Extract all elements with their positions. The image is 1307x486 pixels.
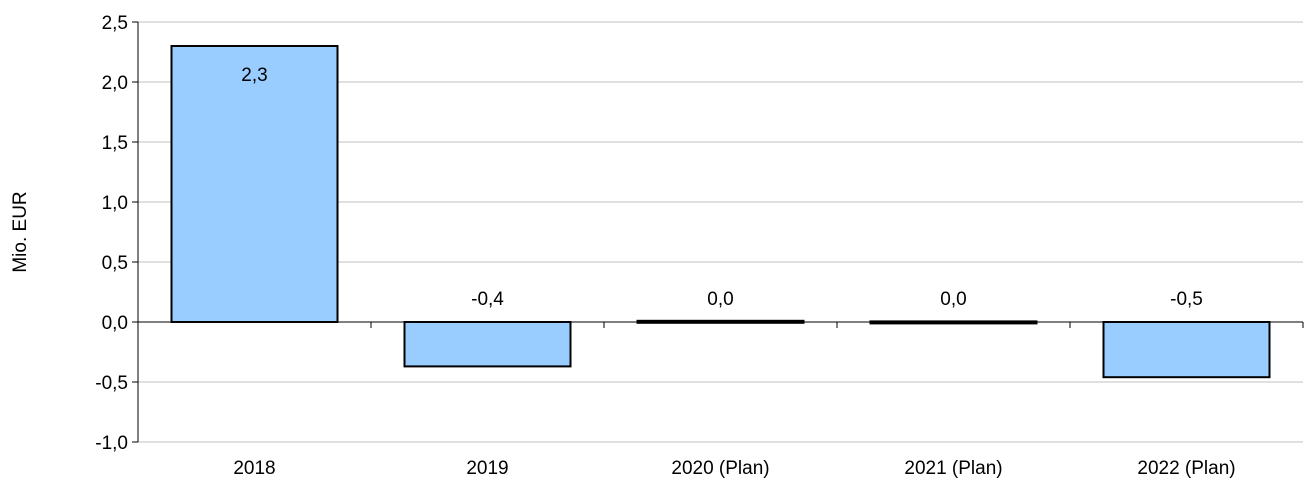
- data-label: 0,0: [707, 289, 733, 310]
- bar-2018: [170, 45, 339, 323]
- y-tick-label: 0,0: [102, 313, 128, 334]
- y-axis: 2,5 2,0 1,5 1,0 0,5 0,0 -0,5 -1,0: [95, 13, 139, 454]
- data-label: -0,5: [1170, 289, 1203, 310]
- x-axis: 2018 2019 2020 (Plan) 2021 (Plan) 2022 (Plan…: [137, 321, 1304, 479]
- x-tick-label: 2021 (Plan): [904, 458, 1002, 479]
- bars: [170, 45, 1271, 379]
- bar-2019: [403, 321, 572, 368]
- y-tick-label: 1,0: [102, 193, 128, 214]
- data-label: -0,4: [471, 289, 504, 310]
- y-tick-label: 2,5: [102, 13, 128, 34]
- data-labels: 2,3 -0,4 0,0 0,0 -0,5: [241, 65, 1203, 310]
- y-tick-label: 1,5: [102, 133, 128, 154]
- bar-2022 (Plan): [1102, 321, 1271, 379]
- x-tick-label: 2020 (Plan): [671, 458, 769, 479]
- y-tick-label: -0,5: [95, 373, 128, 394]
- y-axis-title: Mio. EUR: [10, 191, 31, 272]
- y-tick-label: 2,0: [102, 73, 128, 94]
- x-tick-label: 2022 (Plan): [1137, 458, 1235, 479]
- x-tick-label: 2019: [466, 458, 508, 479]
- y-tick-label: 0,5: [102, 253, 128, 274]
- data-label: 2,3: [241, 65, 267, 86]
- data-label: 0,0: [940, 289, 966, 310]
- x-tick-label: 2018: [233, 458, 275, 479]
- y-tick-label: -1,0: [95, 433, 128, 454]
